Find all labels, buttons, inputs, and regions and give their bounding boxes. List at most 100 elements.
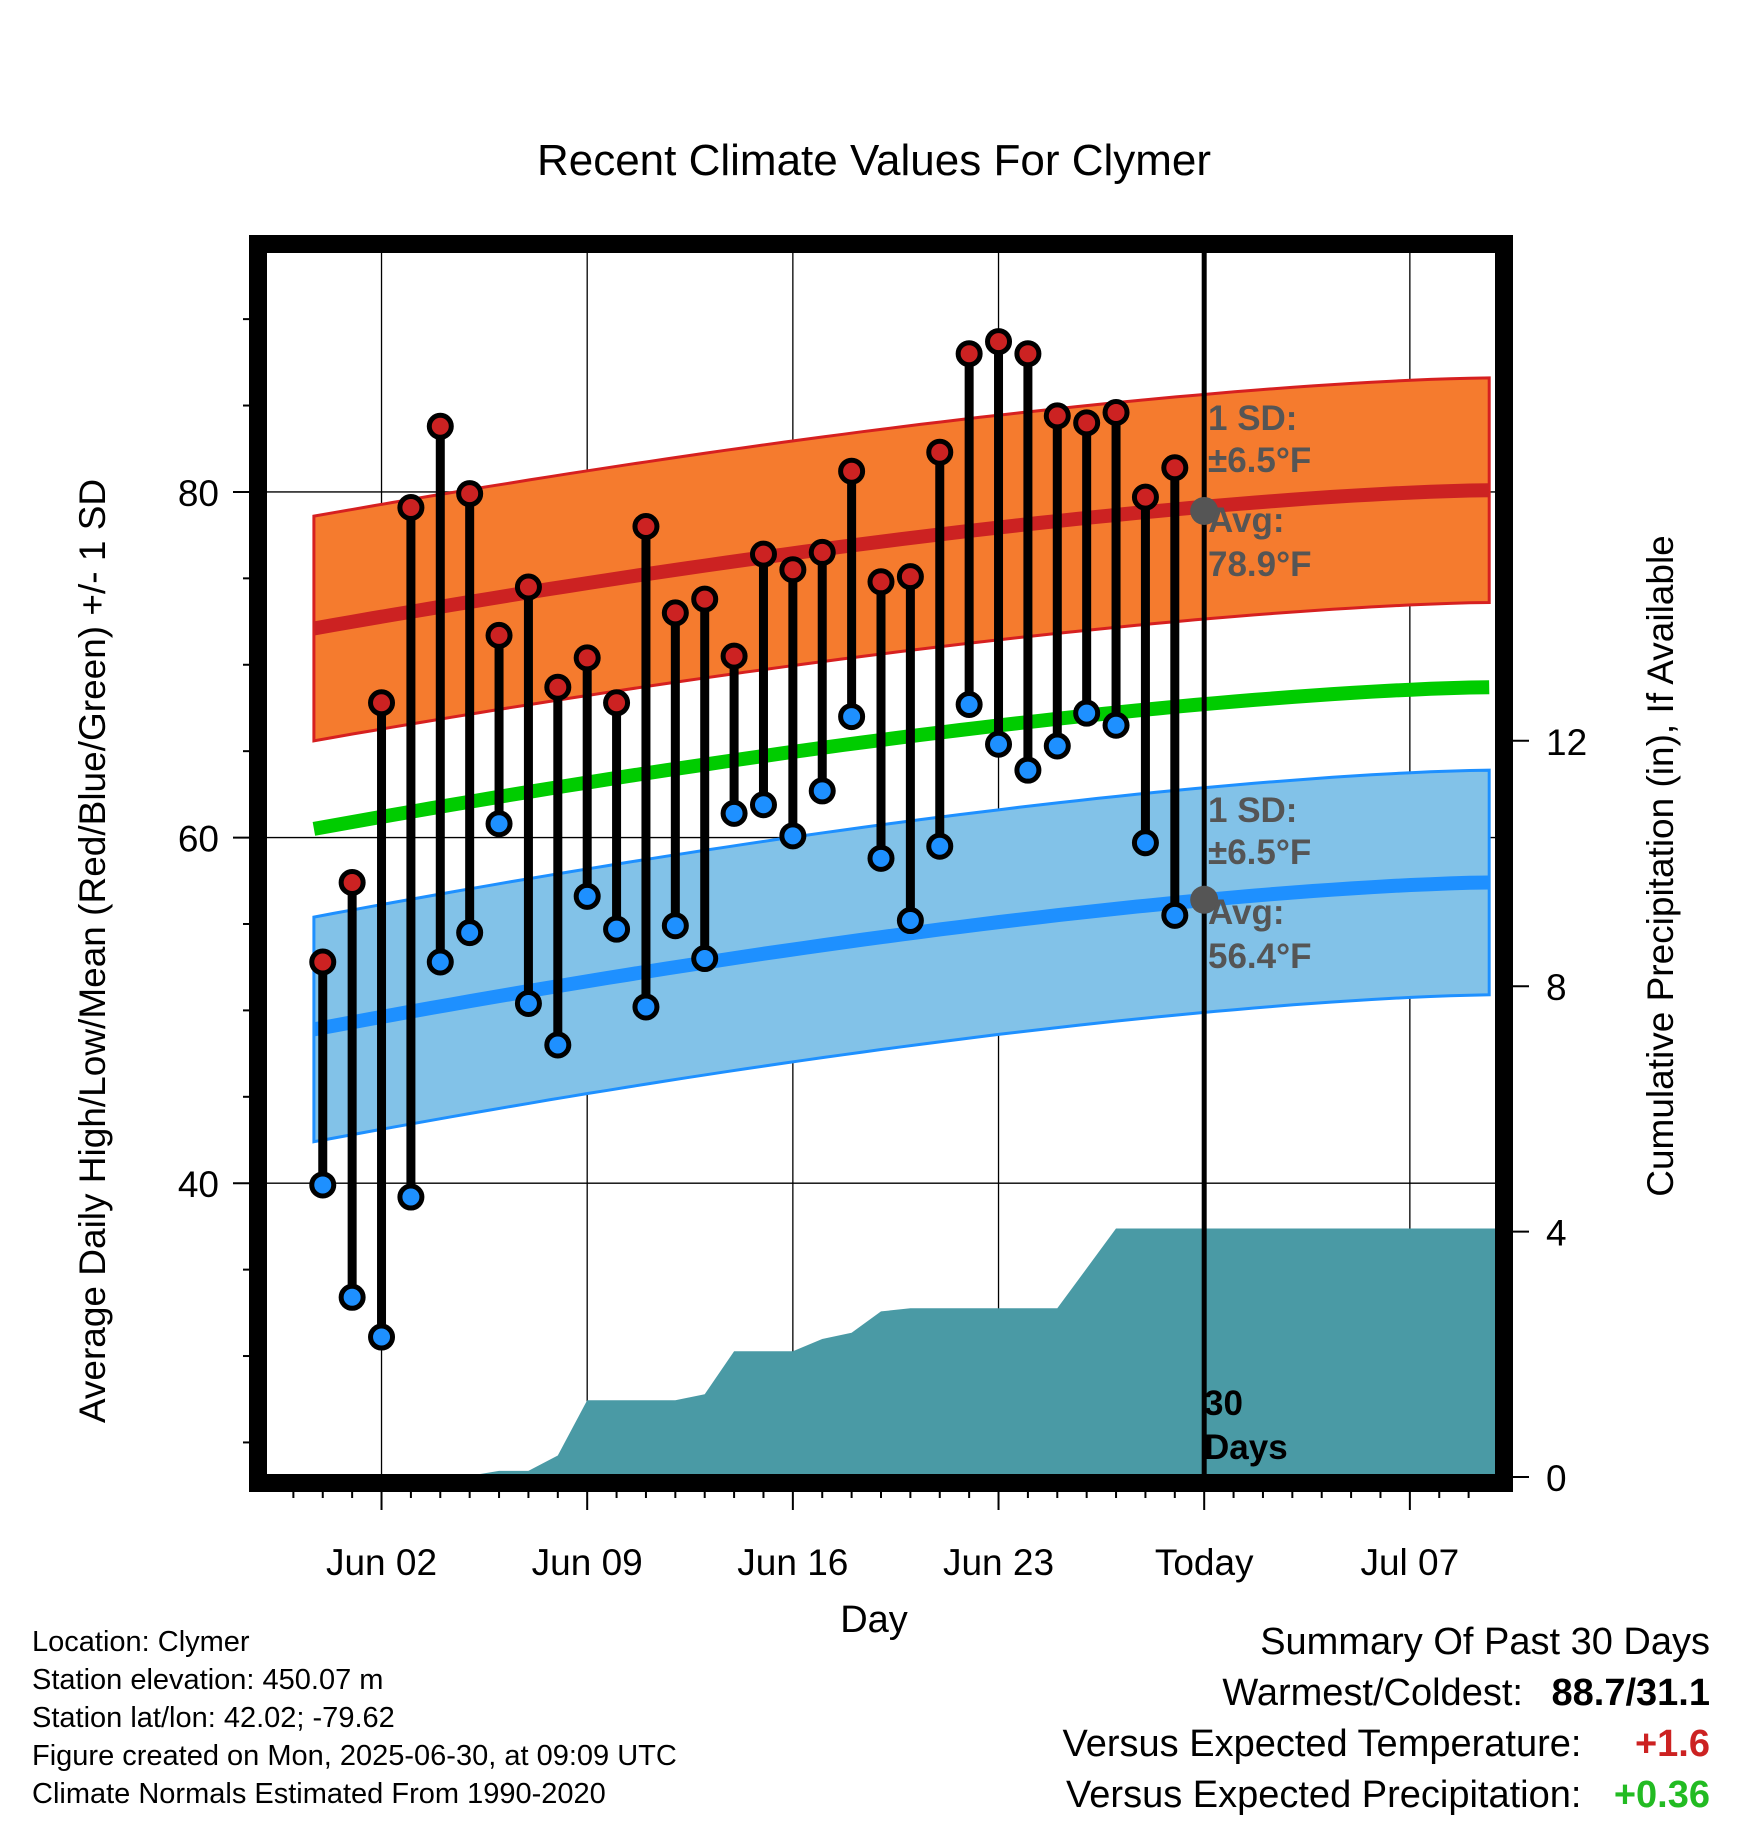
x-tick-label-2: Jun 16 [737,1542,848,1583]
x-tick-label-1: Jun 09 [532,1542,643,1583]
x-axis-label: Day [840,1599,908,1641]
low-point-17 [808,777,836,805]
temp-value: +1.6 [1634,1723,1710,1765]
summary-panel: Summary Of Past 30 Days Warmest/Coldest:… [1063,1617,1710,1821]
high-avg-marker [1190,496,1219,525]
latlon-text: Station lat/lon: 42.02; -79.62 [32,1702,395,1734]
low-point-14 [720,799,748,827]
low-sd-label: 1 SD: [1208,791,1297,830]
low-avg-label: Avg: [1208,893,1284,932]
low-sd-value: ±6.5°F [1208,833,1311,872]
y-left-tick-label-2: 80 [178,473,219,514]
low-point-7 [514,989,542,1017]
high-point-2 [368,689,396,717]
precip-area-fill [264,1228,1498,1477]
low-point-2 [368,1323,396,1351]
x-tick-label-3: Jun 23 [943,1542,1054,1583]
high-point-15 [749,540,777,568]
low-point-3 [397,1183,425,1211]
low-point-20 [896,907,924,935]
annotations: 1 SD: ±6.5°F Avg: 78.9°F 1 SD: ±6.5°F Av… [1204,399,1312,1467]
high-point-24 [1014,340,1042,368]
high-point-25 [1043,402,1071,430]
high-point-9 [573,644,601,672]
precip-label: Versus Expected Precipitation: [1066,1774,1582,1816]
elevation-text: Station elevation: 450.07 m [32,1664,384,1696]
summary-heading-text: Summary Of Past 30 Days [1260,1621,1710,1663]
low-sd-band [312,768,1491,1144]
normal-high-line [312,483,1490,636]
summary-temp: Versus Expected Temperature: +1.6 [1063,1719,1710,1770]
x-tick-label-0: Jun 02 [326,1542,437,1583]
low-avg-marker [1190,885,1219,914]
low-point-16 [779,822,807,850]
low-point-1 [338,1283,366,1311]
low-point-4 [426,948,454,976]
normal-bands [312,376,1491,1144]
temp-label: Versus Expected Temperature: [1062,1723,1582,1765]
high-point-0 [309,948,337,976]
high-point-1 [338,869,366,897]
low-point-10 [603,915,631,943]
high-point-20 [896,563,924,591]
low-point-0 [309,1171,337,1199]
x-tick-label-5: Jul 07 [1360,1542,1459,1583]
low-point-9 [573,882,601,910]
low-point-19 [867,844,895,872]
high-avg-value: 78.9°F [1208,545,1312,584]
location-text: Location: Clymer [32,1626,250,1658]
days-label-number: 30 [1204,1384,1243,1423]
summary-warm-cold: Warmest/Coldest: 88.7/31.1 [1063,1668,1710,1719]
y-right-tick-label-3: 12 [1546,722,1587,763]
high-point-5 [456,480,484,508]
low-avg-value: 56.4°F [1208,937,1312,976]
y-axis-left: 40 60 80 [178,318,255,1444]
y-left-tick-label-0: 40 [178,1164,219,1205]
daily-bars [309,328,1189,1351]
high-point-17 [808,538,836,566]
high-point-16 [779,556,807,584]
high-point-6 [485,621,513,649]
high-point-13 [691,585,719,613]
y-axis-right-label: Cumulative Precipitation (in), If Availa… [1640,535,1681,1197]
low-point-13 [691,945,719,973]
high-point-14 [720,642,748,670]
chart-title: Recent Climate Values For Clymer [537,136,1211,185]
y-right-tick-label-0: 0 [1546,1458,1567,1499]
summary-heading: Summary Of Past 30 Days [1063,1617,1710,1668]
high-point-21 [926,438,954,466]
high-point-3 [397,493,425,521]
high-point-28 [1131,483,1159,511]
low-point-21 [926,832,954,860]
high-sd-band [312,376,1491,743]
high-point-4 [426,412,454,440]
low-point-22 [955,691,983,719]
normal-low-line [312,875,1490,1037]
created-text: Figure created on Mon, 2025-06-30, at 09… [32,1740,677,1772]
y-axis-right: 0 4 8 12 [1507,722,1587,1499]
high-point-26 [1073,409,1101,437]
low-point-23 [985,730,1013,758]
high-point-12 [661,599,689,627]
precipitation-area [264,1228,1498,1477]
high-sd-value: ±6.5°F [1208,441,1311,480]
x-tick-label-4: Today [1155,1542,1254,1583]
high-point-11 [632,513,660,541]
y-right-tick-label-2: 8 [1546,967,1567,1008]
high-point-29 [1161,454,1189,482]
normal-mean-line [312,680,1490,836]
low-point-12 [661,912,689,940]
high-point-22 [955,340,983,368]
low-point-28 [1131,829,1159,857]
low-point-24 [1014,756,1042,784]
low-point-18 [838,703,866,731]
summary-precip: Versus Expected Precipitation: +0.36 [1063,1770,1710,1821]
station-info: Location: Clymer Station elevation: 450.… [32,1623,677,1813]
low-point-11 [632,993,660,1021]
days-label-text: Days [1204,1428,1288,1467]
low-point-29 [1161,901,1189,929]
today-line [1190,250,1219,1477]
y-axis-left-label: Average Daily High/Low/Mean (Red/Blue/Gr… [72,479,113,1423]
high-point-27 [1102,398,1130,426]
